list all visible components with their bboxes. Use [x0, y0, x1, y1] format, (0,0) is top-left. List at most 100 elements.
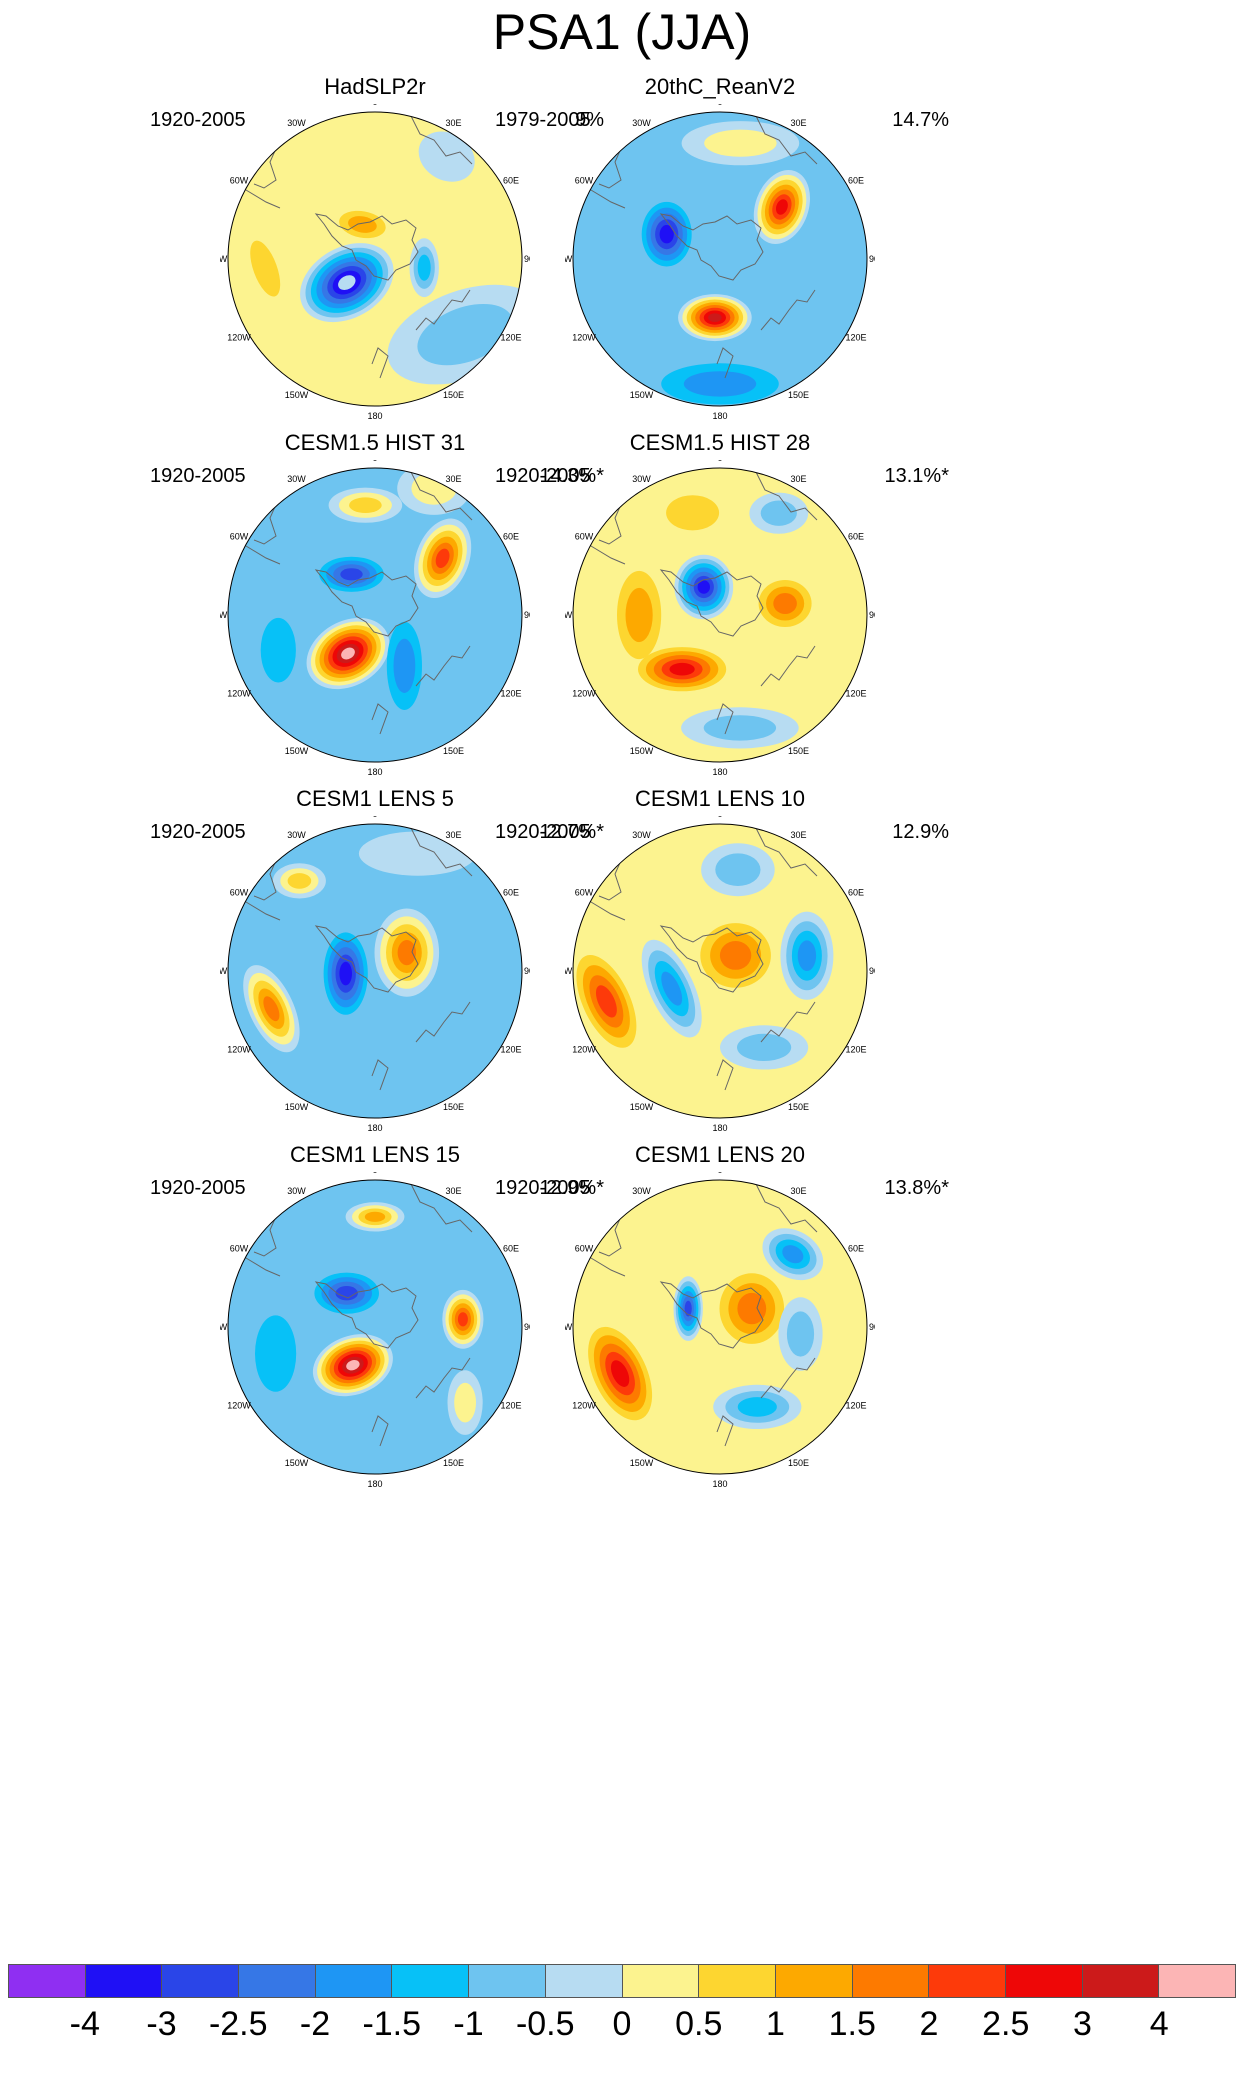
longitude-label: 180	[712, 767, 727, 777]
longitude-label: 180	[712, 1479, 727, 1489]
longitude-label: 90E	[524, 1322, 530, 1332]
negative-anomaly	[713, 1384, 802, 1429]
colorbar-tick-label: -4	[69, 2005, 100, 2043]
map-border	[227, 111, 523, 407]
longitude-label: 30W	[287, 474, 306, 484]
longitude-label: 30E	[790, 1186, 806, 1196]
contour-level	[417, 254, 431, 281]
positive-anomaly	[638, 647, 727, 692]
africa-coastline	[754, 113, 818, 165]
negative-anomaly	[319, 556, 384, 592]
panel-variance-percent: 9%	[575, 109, 604, 131]
negative-anomaly	[641, 201, 692, 267]
colorbar-tick-label: 3	[1073, 2005, 1092, 2043]
longitude-label: 120E	[845, 1045, 866, 1055]
map-panel: CESM1 LENS 20 1920-2005 13.8%* 0 30E 60E 90E 12…	[485, 1142, 955, 1602]
colorbar-box	[699, 1965, 776, 1997]
longitude-label: 120E	[845, 689, 866, 699]
contour-level	[435, 548, 450, 568]
contour-level	[737, 1292, 767, 1325]
longitude-label: 0	[717, 104, 722, 107]
colorbar-box	[775, 1965, 853, 1997]
positive-anomaly	[397, 468, 471, 515]
longitude-label: 150W	[630, 1102, 654, 1112]
map-border	[572, 111, 868, 407]
longitude-label: 90W	[220, 966, 228, 976]
longitude-label: 120W	[227, 689, 251, 699]
panel-variance-percent: 12.9%	[892, 821, 949, 843]
longitude-label: 150E	[443, 1458, 464, 1468]
longitude-label: 0	[717, 816, 722, 819]
contour-level	[697, 580, 710, 594]
polar-map: 0 30E 60E 90E 120E 150E 180 150W 120W 90W 60W 30W	[565, 1172, 875, 1489]
panel-period: 1920-2005	[495, 465, 591, 487]
antarctica-coastline	[659, 213, 764, 281]
antarctica-coastline	[659, 569, 764, 637]
positive-anomaly	[576, 955, 637, 1048]
longitude-label: 120W	[227, 333, 251, 343]
contour-level	[346, 1360, 360, 1371]
longitude-label: 120W	[572, 689, 596, 699]
contour-level	[263, 996, 280, 1022]
longitude-label: 90E	[869, 254, 875, 264]
longitude-label: 60W	[230, 888, 249, 898]
contour-level	[335, 1286, 358, 1301]
longitude-label: 60E	[503, 888, 519, 898]
longitude-label: 150W	[630, 1458, 654, 1468]
colorbar-tick-label: 1.5	[828, 2005, 876, 2043]
contour-level	[786, 1311, 815, 1357]
contour-level	[454, 1382, 476, 1423]
colorbar-box	[9, 1965, 86, 1997]
negative-anomaly	[701, 843, 775, 897]
panel-variance-percent: 12.7%*	[539, 821, 605, 843]
panel-period: 1979-2005	[495, 109, 591, 131]
negative-anomaly	[314, 1272, 379, 1314]
panel-title: CESM1 LENS 20	[635, 1142, 805, 1167]
colorbar-tick-label: 4	[1149, 2005, 1169, 2043]
antarctica-coastline	[659, 1281, 764, 1349]
longitude-label: 30E	[445, 1186, 461, 1196]
longitude-label: 120W	[572, 333, 596, 343]
australia-nz-coastline	[371, 645, 471, 735]
longitude-label: 30W	[632, 118, 651, 128]
australia-nz-coastline	[716, 645, 816, 735]
longitude-label: 0	[717, 460, 722, 463]
colorbar-box	[929, 1965, 1006, 1997]
colorbar-tick-label: 0	[612, 2005, 632, 2043]
contour-level	[341, 647, 355, 660]
contour-level	[250, 240, 281, 297]
colorbar-box	[622, 1965, 700, 1997]
contour-level	[340, 568, 363, 581]
map-panel: CESM1 LENS 151920-200512.9%*030E60E90E12…	[140, 1142, 610, 1602]
longitude-label: 60W	[230, 1244, 249, 1254]
longitude-label: 150E	[788, 1102, 809, 1112]
africa-coastline	[409, 469, 473, 521]
contour-level	[255, 1315, 297, 1392]
longitude-label: 150E	[788, 390, 809, 400]
positive-anomaly	[374, 908, 440, 997]
longitude-label: 120E	[500, 689, 521, 699]
longitude-label: 60E	[503, 176, 519, 186]
panel-variance-percent: 13.1%*	[884, 465, 950, 487]
contour-level	[684, 1300, 692, 1317]
map-panel: 20thC_ReanV2 1979-2005 14.7% 0 30E 60E 90E 120E…	[485, 74, 955, 534]
contour-level	[719, 941, 752, 970]
figure-title: PSA1 (JJA)	[492, 4, 752, 60]
longitude-label: 30W	[632, 830, 651, 840]
longitude-label: 30E	[790, 118, 806, 128]
africa-coastline	[754, 469, 818, 521]
longitude-label: 150W	[285, 390, 309, 400]
panel-title: CESM1 LENS 10	[635, 786, 805, 811]
contour-level	[418, 131, 475, 182]
longitude-label: 90E	[869, 610, 875, 620]
longitude-label: 30E	[790, 830, 806, 840]
positive-anomaly	[250, 240, 281, 297]
map-panel: CESM1 LENS 10 1920-2005 12.9% 0 30E 60E 90E 120…	[485, 786, 955, 1246]
panel-title: CESM1.5 HIST 31	[284, 430, 466, 455]
antarctica-coastline	[314, 569, 419, 637]
negative-anomaly	[260, 617, 296, 683]
negative-anomaly	[418, 131, 475, 182]
map-border	[572, 467, 868, 763]
panel-period: 1920-2005	[150, 821, 246, 843]
map-panel: HadSLP2r 1920-2005 9% 0 30E 60E 90E 120E 150E 180…	[140, 74, 610, 534]
